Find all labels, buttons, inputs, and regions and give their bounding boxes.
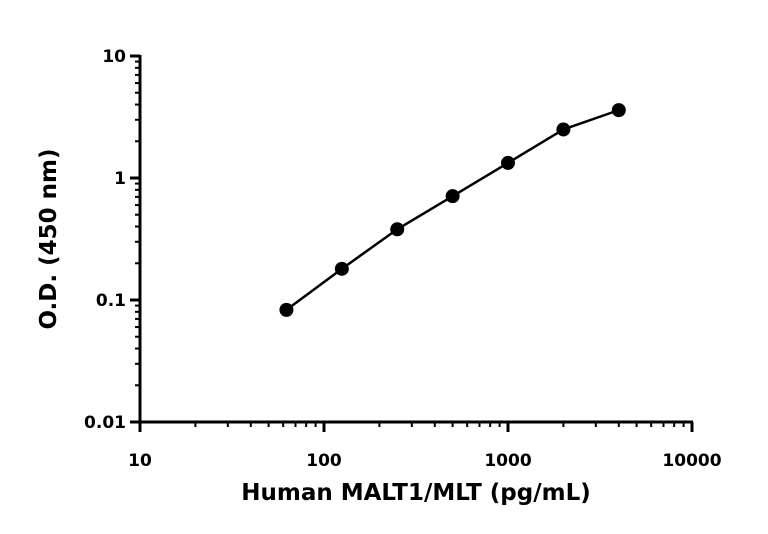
data-point [611,103,626,118]
data-point [501,155,515,170]
x-tick-label: 1000 [484,451,531,471]
data-point [390,222,405,237]
x-tick-label: 10 [128,451,152,471]
x-axis-title: Human MALT1/MLT (pg/mL) [241,480,591,506]
x-tick-label: 10000 [662,451,721,471]
data-point [279,302,294,317]
y-tick-label: 10 [102,47,126,67]
y-tick-label: 0.01 [84,413,126,433]
fit-curve [285,108,620,311]
y-axis-title: O.D. (450 nm) [36,148,62,329]
x-tick-label: 100 [306,451,342,471]
data-point [556,122,571,137]
y-tick-label: 1 [114,169,126,189]
data-point [334,261,349,276]
data-point [445,189,460,204]
y-tick-label: 0.1 [96,291,126,311]
